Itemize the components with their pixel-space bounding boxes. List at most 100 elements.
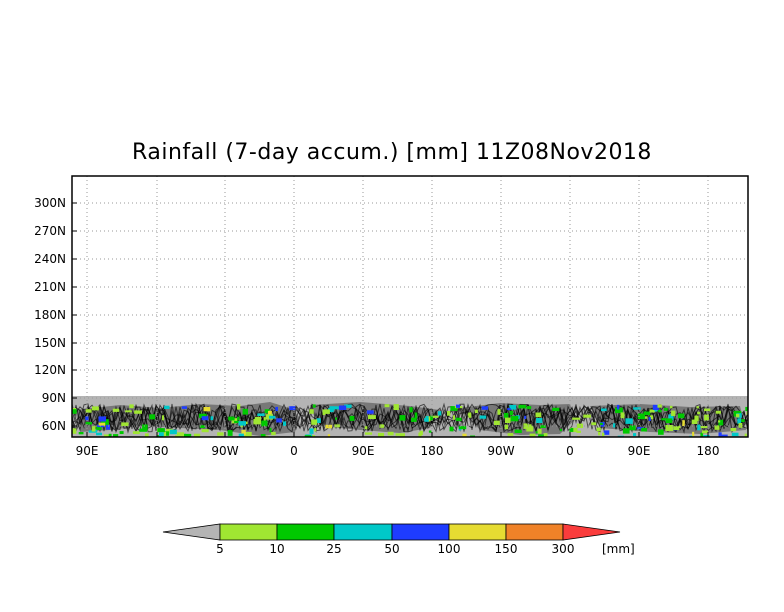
map-grid	[72, 176, 748, 437]
rain-patch	[600, 422, 603, 425]
rain-patch	[344, 404, 352, 408]
rain-patch	[644, 416, 648, 419]
rain-patch	[364, 432, 373, 435]
rain-patch	[537, 428, 542, 434]
x-tick-label: 90E	[352, 444, 375, 458]
rain-patch	[144, 433, 149, 437]
rain-patch	[349, 415, 355, 421]
rain-patch	[664, 407, 668, 411]
rain-patch	[311, 419, 318, 425]
rain-patch	[450, 406, 458, 411]
rain-patch	[106, 424, 110, 430]
rain-patch	[682, 420, 685, 427]
rain-patch	[494, 420, 500, 425]
rain-patch	[119, 431, 124, 434]
rain-patch	[572, 417, 581, 420]
rain-patch	[526, 406, 532, 410]
rain-patch	[159, 432, 165, 437]
rain-patch	[678, 425, 681, 428]
rain-patch	[260, 434, 266, 437]
rain-patch	[231, 418, 238, 424]
rain-patch	[364, 426, 368, 430]
rain-patch	[193, 433, 201, 437]
rain-patch	[658, 409, 662, 413]
rain-patch	[456, 404, 460, 408]
rain-patch	[283, 421, 286, 426]
rain-patch	[718, 420, 721, 423]
rain-patch	[507, 433, 514, 436]
rain-patch	[316, 418, 321, 423]
x-tick-label: 180	[421, 444, 444, 458]
rain-patch	[169, 429, 177, 435]
rain-patch	[649, 415, 654, 420]
x-tick-label: 0	[566, 444, 574, 458]
colorbar-tick-label: 5	[216, 542, 224, 556]
rain-patch	[509, 404, 517, 410]
rain-patch	[201, 429, 209, 433]
rain-patch	[338, 405, 347, 410]
rain-patch	[509, 410, 514, 416]
rain-patch	[309, 428, 314, 434]
y-tick-label: 90N	[42, 391, 66, 405]
coastline-3	[72, 403, 748, 434]
rain-patch	[569, 428, 574, 432]
rain-patch	[697, 424, 701, 431]
rain-patch	[129, 404, 134, 409]
rain-patch	[276, 418, 282, 423]
rain-patch	[665, 425, 674, 431]
rain-patch	[437, 411, 442, 416]
rain-patch	[237, 416, 240, 421]
colorbar: 5 10 25 50 100 150 300 [mm]	[162, 523, 635, 556]
rain-patch	[696, 406, 699, 409]
rain-patch	[620, 412, 625, 419]
rain-patch	[535, 412, 542, 418]
rain-patch	[161, 415, 164, 421]
rain-patch	[467, 413, 472, 416]
rain-patch	[98, 416, 106, 422]
rain-patch	[314, 428, 317, 432]
rain-patch	[379, 424, 385, 428]
rain-patch	[576, 423, 583, 428]
rain-patch	[474, 409, 478, 413]
rain-patch	[325, 424, 333, 429]
colorbar-segment	[448, 523, 507, 541]
rain-patch	[85, 422, 92, 425]
rain-patch	[658, 429, 664, 435]
rain-patch	[333, 406, 341, 410]
rain-patch	[85, 409, 92, 413]
rain-patch	[654, 408, 658, 412]
rain-patch	[164, 405, 170, 409]
y-tick-label: 150N	[34, 336, 66, 350]
rain-patch	[312, 404, 316, 408]
rain-patch	[529, 433, 536, 437]
rain-patch	[271, 431, 276, 436]
rain-patch	[637, 427, 644, 430]
rain-patch	[591, 422, 597, 426]
rain-patch	[108, 433, 112, 437]
x-tick-label: 180	[697, 444, 720, 458]
rain-patch	[253, 419, 261, 425]
rain-patch	[692, 431, 695, 437]
rain-patch	[715, 410, 721, 414]
rain-patch	[261, 420, 268, 427]
rain-patch	[91, 426, 96, 432]
rain-patch	[700, 432, 704, 437]
rain-patch	[616, 404, 620, 410]
rain-patch	[96, 426, 102, 430]
rain-patch	[643, 411, 651, 416]
x-tick-label: 90W	[211, 444, 238, 458]
x-axis: 90E 180 90W 0 90E 180 90W 0 90E 180	[76, 432, 720, 458]
rain-patch	[134, 410, 142, 414]
rain-patch	[641, 427, 647, 432]
rain-patch	[741, 419, 745, 423]
rain-patch	[718, 419, 724, 426]
rain-patch	[176, 432, 184, 437]
rain-patch	[736, 413, 740, 418]
rain-patch	[393, 404, 399, 410]
rain-patch	[745, 406, 748, 412]
rain-patch	[497, 409, 501, 415]
rain-patch	[704, 408, 711, 412]
rain-patch	[242, 408, 248, 415]
rain-patch	[737, 418, 742, 424]
rain-patch	[201, 416, 209, 421]
